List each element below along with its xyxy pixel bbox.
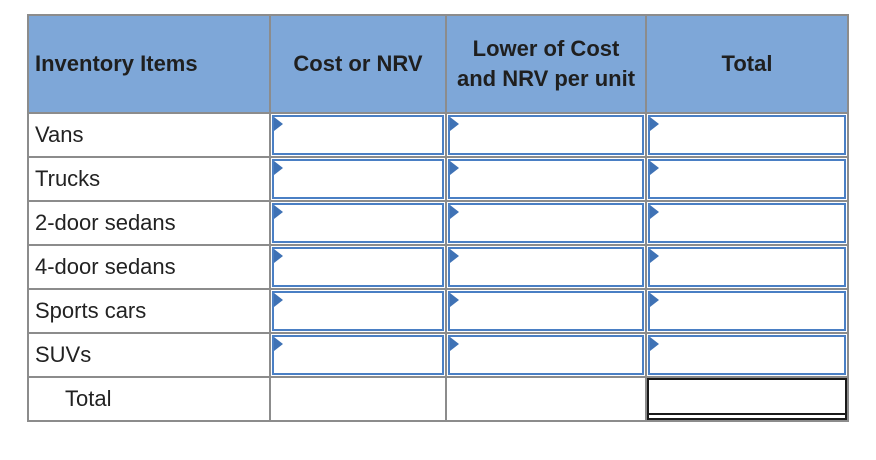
input-marker-icon — [650, 337, 659, 351]
cost-or-nrv-input[interactable] — [272, 291, 444, 331]
table-row: Vans — [27, 112, 849, 158]
input-marker-icon — [450, 249, 459, 263]
table-row: SUVs — [27, 332, 849, 378]
table-row: 4-door sedans — [27, 244, 849, 290]
cell-lower-of-cost-nrv — [445, 112, 647, 158]
cost-or-nrv-input[interactable] — [272, 335, 444, 375]
row-label: 2-door sedans — [27, 200, 271, 246]
cell-total — [645, 244, 849, 290]
header-lower-of-cost-nrv: Lower of Cost and NRV per unit — [445, 14, 647, 114]
total-input[interactable] — [648, 159, 846, 199]
cell-total — [645, 112, 849, 158]
header-row: Inventory Items Cost or NRV Lower of Cos… — [27, 14, 849, 114]
input-marker-icon — [650, 293, 659, 307]
cost-or-nrv-input[interactable] — [272, 115, 444, 155]
cell-cost-or-nrv — [269, 156, 447, 202]
total-empty-cell — [269, 376, 447, 422]
input-marker-icon — [650, 117, 659, 131]
row-label: Vans — [27, 112, 271, 158]
input-marker-icon — [650, 161, 659, 175]
cell-cost-or-nrv — [269, 200, 447, 246]
cell-total — [645, 332, 849, 378]
lower-of-cost-nrv-input[interactable] — [448, 115, 644, 155]
cost-or-nrv-input[interactable] — [272, 203, 444, 243]
input-marker-icon — [274, 293, 283, 307]
header-lower-of-cost-nrv-text: Lower of Cost and NRV per unit — [456, 36, 636, 91]
lower-of-cost-nrv-input[interactable] — [448, 247, 644, 287]
input-marker-icon — [650, 249, 659, 263]
header-inventory-items: Inventory Items — [27, 14, 271, 114]
cell-lower-of-cost-nrv — [445, 244, 647, 290]
total-input[interactable] — [648, 203, 846, 243]
inventory-table: Inventory Items Cost or NRV Lower of Cos… — [27, 14, 849, 422]
total-input[interactable] — [648, 335, 846, 375]
lower-of-cost-nrv-input[interactable] — [448, 291, 644, 331]
cell-total — [645, 156, 849, 202]
cell-total — [645, 288, 849, 334]
input-marker-icon — [450, 205, 459, 219]
row-label: Trucks — [27, 156, 271, 202]
input-marker-icon — [274, 249, 283, 263]
total-empty-cell — [445, 376, 647, 422]
cost-or-nrv-input[interactable] — [272, 159, 444, 199]
table-row: Sports cars — [27, 288, 849, 334]
lower-of-cost-nrv-input[interactable] — [448, 203, 644, 243]
input-marker-icon — [450, 117, 459, 131]
cell-lower-of-cost-nrv — [445, 332, 647, 378]
input-marker-icon — [274, 205, 283, 219]
input-marker-icon — [274, 117, 283, 131]
total-label: Total — [27, 376, 271, 422]
cell-cost-or-nrv — [269, 288, 447, 334]
input-marker-icon — [450, 161, 459, 175]
cell-cost-or-nrv — [269, 332, 447, 378]
total-input[interactable] — [648, 115, 846, 155]
table-row: Trucks — [27, 156, 849, 202]
input-marker-icon — [450, 337, 459, 351]
header-total: Total — [645, 14, 849, 114]
grand-total-input[interactable] — [647, 378, 847, 420]
cell-lower-of-cost-nrv — [445, 200, 647, 246]
row-label: SUVs — [27, 332, 271, 378]
total-input[interactable] — [648, 247, 846, 287]
cell-lower-of-cost-nrv — [445, 288, 647, 334]
row-label: Sports cars — [27, 288, 271, 334]
cell-lower-of-cost-nrv — [445, 156, 647, 202]
header-cost-or-nrv: Cost or NRV — [269, 14, 447, 114]
cost-or-nrv-input[interactable] — [272, 247, 444, 287]
input-marker-icon — [450, 293, 459, 307]
total-row: Total — [27, 376, 849, 422]
input-marker-icon — [274, 161, 283, 175]
lower-of-cost-nrv-input[interactable] — [448, 159, 644, 199]
input-marker-icon — [274, 337, 283, 351]
table-row: 2-door sedans — [27, 200, 849, 246]
input-marker-icon — [650, 205, 659, 219]
lower-of-cost-nrv-input[interactable] — [448, 335, 644, 375]
cell-cost-or-nrv — [269, 112, 447, 158]
cell-total — [645, 200, 849, 246]
row-label: 4-door sedans — [27, 244, 271, 290]
total-input[interactable] — [648, 291, 846, 331]
cell-cost-or-nrv — [269, 244, 447, 290]
grand-total-cell — [645, 376, 849, 422]
